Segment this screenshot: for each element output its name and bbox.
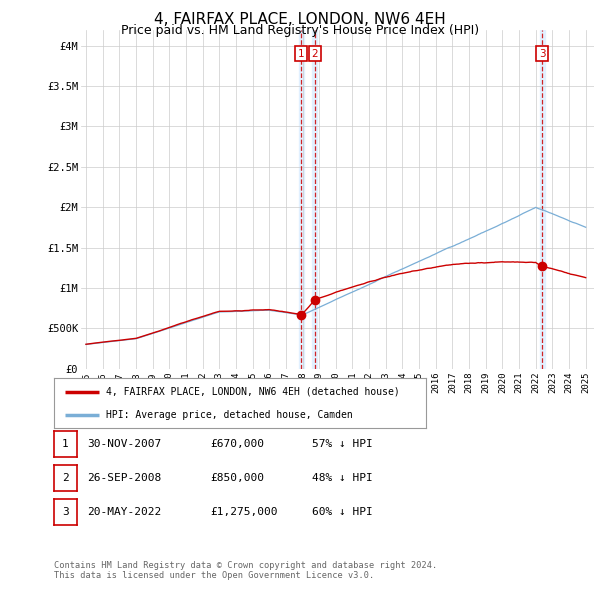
Text: 20-MAY-2022: 20-MAY-2022 [87,507,161,517]
Text: Contains HM Land Registry data © Crown copyright and database right 2024.
This d: Contains HM Land Registry data © Crown c… [54,560,437,580]
Bar [299,30,304,369]
Text: HPI: Average price, detached house, Camden: HPI: Average price, detached house, Camd… [106,410,353,420]
Text: 4, FAIRFAX PLACE, LONDON, NW6 4EH (detached house): 4, FAIRFAX PLACE, LONDON, NW6 4EH (detac… [106,386,400,396]
Text: 1: 1 [62,439,69,448]
Text: 60% ↓ HPI: 60% ↓ HPI [312,507,373,517]
Text: 57% ↓ HPI: 57% ↓ HPI [312,439,373,448]
Text: 3: 3 [539,49,545,59]
Text: £1,275,000: £1,275,000 [210,507,277,517]
Text: 1: 1 [298,49,305,59]
Text: 30-NOV-2007: 30-NOV-2007 [87,439,161,448]
Text: 4, FAIRFAX PLACE, LONDON, NW6 4EH: 4, FAIRFAX PLACE, LONDON, NW6 4EH [154,12,446,27]
Text: Price paid vs. HM Land Registry's House Price Index (HPI): Price paid vs. HM Land Registry's House … [121,24,479,37]
Bar [312,30,317,369]
Text: 2: 2 [311,49,318,59]
Text: £850,000: £850,000 [210,473,264,483]
Text: 26-SEP-2008: 26-SEP-2008 [87,473,161,483]
Text: £670,000: £670,000 [210,439,264,448]
Bar [539,30,545,369]
Text: 3: 3 [62,507,69,517]
Text: 48% ↓ HPI: 48% ↓ HPI [312,473,373,483]
Text: 2: 2 [62,473,69,483]
